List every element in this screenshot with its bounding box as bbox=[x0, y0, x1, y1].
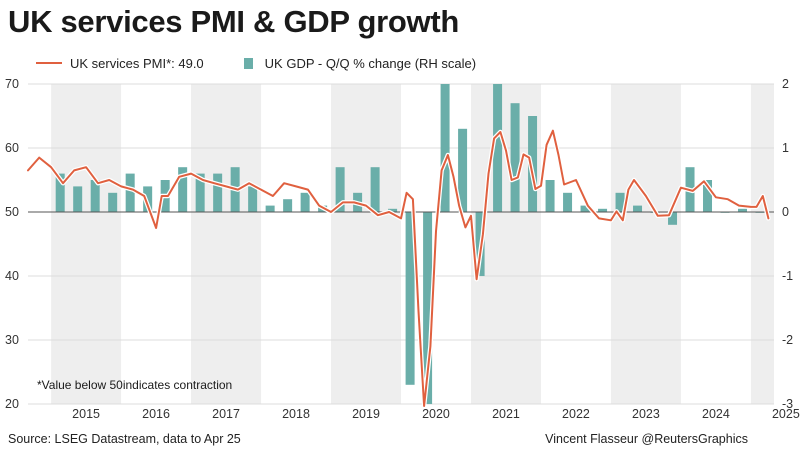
left-tick-label: 30 bbox=[5, 333, 19, 347]
year-label: 2025 bbox=[772, 407, 800, 421]
gdp-bar bbox=[440, 84, 450, 212]
gdp-bar bbox=[90, 180, 100, 212]
gdp-bar bbox=[265, 205, 275, 212]
year-label: 2019 bbox=[352, 407, 380, 421]
gdp-bar bbox=[563, 192, 573, 212]
right-tick-label: 2 bbox=[782, 77, 789, 91]
year-band bbox=[51, 84, 122, 404]
gdp-bar bbox=[580, 205, 590, 212]
year-label: 2023 bbox=[632, 407, 660, 421]
legend: UK services PMI*: 49.0 UK GDP - Q/Q % ch… bbox=[36, 54, 476, 72]
legend-line-label: UK services PMI*: 49.0 bbox=[70, 55, 204, 71]
year-label: 2016 bbox=[142, 407, 170, 421]
credit-text: Vincent Flasseur @ReutersGraphics bbox=[545, 432, 748, 446]
gdp-bar bbox=[248, 186, 258, 212]
year-band bbox=[610, 84, 681, 404]
gdp-bar bbox=[405, 212, 415, 385]
gdp-bar bbox=[510, 103, 520, 212]
gdp-bar bbox=[388, 208, 398, 212]
gdp-bar bbox=[668, 212, 678, 225]
gdp-bar bbox=[633, 205, 643, 212]
right-tick-label: 1 bbox=[782, 141, 789, 155]
gdp-bar bbox=[423, 212, 433, 404]
chart-title: UK services PMI & GDP growth bbox=[8, 4, 459, 39]
year-bands bbox=[51, 84, 774, 404]
source-text: Source: LSEG Datastream, data to Apr 25 bbox=[8, 432, 241, 446]
legend-line-swatch bbox=[36, 62, 62, 64]
right-tick-label: -2 bbox=[782, 333, 793, 347]
left-tick-label: 60 bbox=[5, 141, 19, 155]
year-label: 2018 bbox=[282, 407, 310, 421]
legend-bar-swatch bbox=[243, 57, 253, 69]
year-label: 2024 bbox=[702, 407, 730, 421]
left-tick-label: 20 bbox=[5, 397, 19, 411]
contraction-note: *Value below 50indicates contraction bbox=[37, 378, 232, 392]
year-label: 2015 bbox=[72, 407, 100, 421]
gdp-bar bbox=[300, 192, 310, 212]
right-tick-label: 0 bbox=[782, 205, 789, 219]
pmi-line-path bbox=[27, 129, 770, 407]
gdp-bar bbox=[335, 167, 345, 212]
year-label: 2021 bbox=[492, 407, 520, 421]
gdp-bar bbox=[178, 167, 188, 212]
year-label: 2017 bbox=[212, 407, 240, 421]
gdp-bar bbox=[458, 128, 468, 212]
left-tick-label: 70 bbox=[5, 77, 19, 91]
right-tick-label: -3 bbox=[782, 397, 793, 411]
gdp-bar bbox=[55, 173, 65, 212]
year-band bbox=[331, 84, 401, 404]
left-tick-label: 40 bbox=[5, 269, 19, 283]
gdp-bar bbox=[73, 186, 83, 212]
gdp-bar bbox=[738, 208, 748, 212]
right-axis-ticks: 2 1 0 -1 -2 -3 bbox=[782, 77, 793, 411]
left-tick-label: 50 bbox=[5, 205, 19, 219]
gdp-bar bbox=[703, 180, 713, 212]
gdp-bar bbox=[283, 199, 293, 212]
gdp-bar bbox=[370, 167, 380, 212]
left-axis-ticks: 70 60 50 40 30 20 bbox=[5, 77, 19, 411]
gdp-bar bbox=[615, 192, 625, 212]
year-label: 2020 bbox=[422, 407, 450, 421]
gdp-bar bbox=[598, 208, 608, 212]
gdp-bar bbox=[493, 84, 503, 212]
x-axis-ticks: 2015 2016 2017 2018 2019 2020 2021 2022 2023 2024… bbox=[72, 407, 800, 421]
gdp-bar bbox=[125, 173, 135, 212]
gdp-bar bbox=[213, 173, 223, 212]
year-band bbox=[191, 84, 262, 404]
gridlines bbox=[28, 83, 774, 405]
legend-bar-label: UK GDP - Q/Q % change (RH scale) bbox=[264, 55, 477, 71]
right-tick-label: -1 bbox=[782, 269, 793, 283]
gdp-bar bbox=[108, 192, 118, 212]
year-label: 2022 bbox=[562, 407, 590, 421]
gdp-bar bbox=[195, 173, 205, 212]
pmi-line bbox=[25, 128, 771, 409]
gdp-bar bbox=[545, 180, 555, 212]
year-band bbox=[750, 84, 774, 404]
